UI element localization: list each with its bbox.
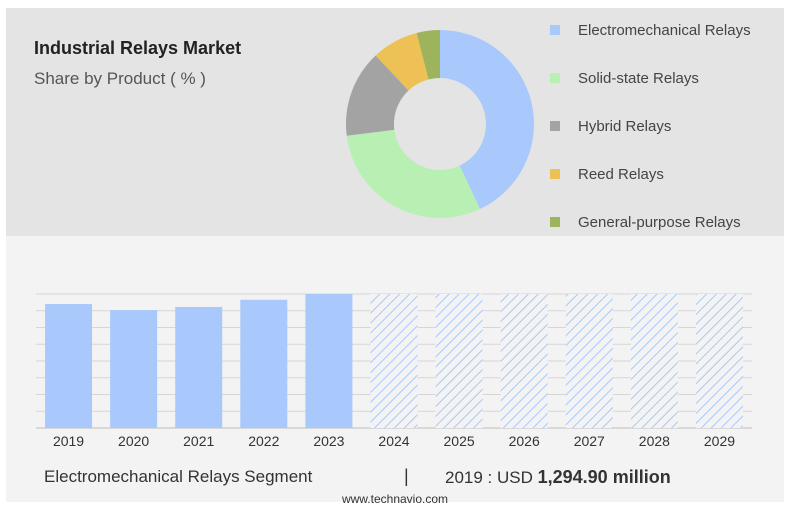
segment-name: Electromechanical Relays Segment [44, 467, 313, 486]
legend-label: General-purpose Relays [578, 213, 741, 231]
legend-swatch [550, 169, 560, 179]
legend-label: Reed Relays [578, 165, 664, 183]
x-tick-label: 2024 [378, 433, 409, 449]
x-tick-label: 2019 [53, 433, 84, 449]
segment-value: 1,294.90 million [537, 467, 671, 487]
x-tick-label: 2022 [248, 433, 279, 449]
forecast-bar-2029 [695, 294, 743, 428]
x-tick-label: 2027 [574, 433, 605, 449]
legend-swatch [550, 73, 560, 83]
legend-item: Reed Relays [550, 164, 664, 184]
x-tick-label: 2020 [118, 433, 149, 449]
x-tick-label: 2025 [444, 433, 475, 449]
donut-slice-4 [416, 30, 440, 80]
legend-item: Solid-state Relays [550, 68, 699, 88]
footer-source: www.technavio.com [341, 492, 449, 506]
x-tick-label: 2021 [183, 433, 214, 449]
bar-2020 [110, 310, 158, 428]
bar-2021 [175, 306, 223, 428]
bar-2019 [45, 304, 93, 428]
donut-chart [346, 30, 534, 218]
forecast-bar-2024 [370, 294, 418, 428]
bar-2023 [305, 294, 353, 428]
forecast-bar-2026 [500, 294, 548, 428]
bar-chart: 2019 2020 2021 2022 2023 2024 2025 2026 2027 2028… [36, 293, 752, 449]
chart-title: Industrial Relays Market [34, 38, 242, 58]
legend-label: Hybrid Relays [578, 117, 672, 135]
legend-swatch [550, 121, 560, 131]
donut-slice-2 [346, 55, 409, 136]
x-tick-label: 2023 [313, 433, 344, 449]
legend-swatch [550, 217, 560, 227]
bar-2022 [240, 299, 288, 428]
legend-item: Electromechanical Relays [550, 20, 751, 40]
legend-item: Hybrid Relays [550, 116, 671, 136]
segment-year-value: 2019 : USD 1,294.90 million [445, 467, 671, 488]
x-tick-label: 2026 [509, 433, 540, 449]
legend-label: Electromechanical Relays [578, 21, 751, 39]
legend-item: General-purpose Relays [550, 212, 741, 232]
forecast-bar-2027 [565, 294, 613, 428]
legend-label: Solid-state Relays [578, 69, 699, 87]
chart-subtitle: Share by Product ( % ) [34, 69, 206, 88]
donut-slice-1 [346, 129, 481, 218]
forecast-bar-2028 [630, 294, 678, 428]
forecast-bar-2025 [435, 294, 483, 428]
x-tick-label: 2028 [639, 433, 670, 449]
segment-year-label: 2019 : USD [445, 468, 533, 487]
legend-swatch [550, 25, 560, 35]
donut-slice-3 [375, 32, 429, 91]
segment-separator: | [404, 466, 409, 486]
donut-slice-0 [440, 30, 534, 210]
x-tick-label: 2029 [704, 433, 735, 449]
